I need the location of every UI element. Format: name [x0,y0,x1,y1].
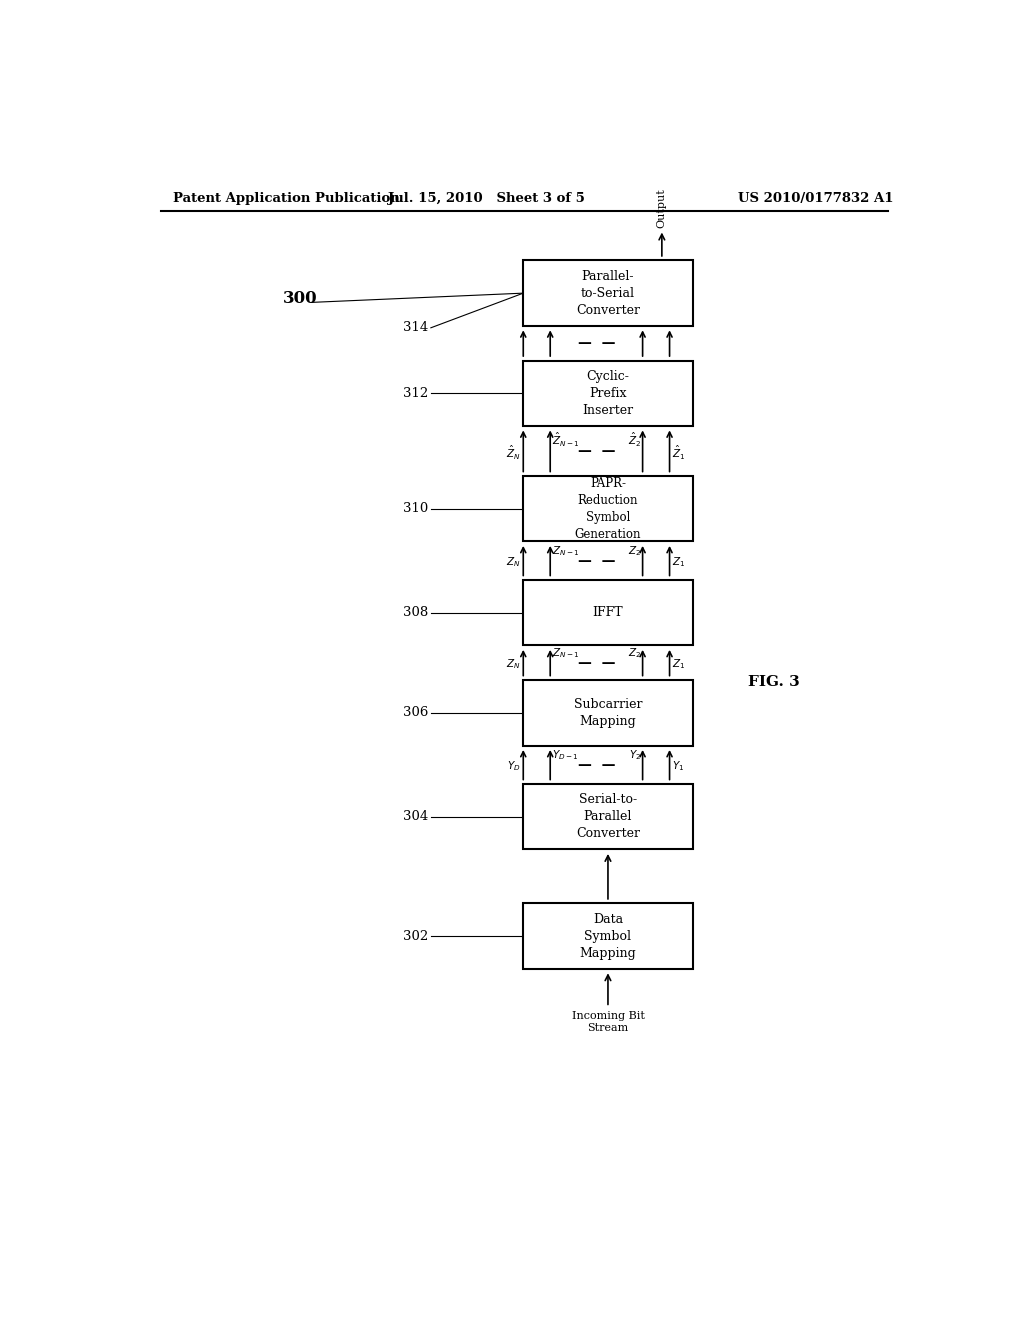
Text: $Y_1$: $Y_1$ [672,759,684,774]
Text: IFFT: IFFT [593,606,624,619]
Text: $Y_D$: $Y_D$ [507,759,521,774]
Text: —  —: — — [578,656,615,669]
Text: —  —: — — [578,758,615,772]
Text: 314: 314 [403,321,429,334]
Text: 302: 302 [403,929,429,942]
Text: Cyclic-
Prefix
Inserter: Cyclic- Prefix Inserter [583,370,634,417]
Text: $\hat{Z}_N$: $\hat{Z}_N$ [506,444,521,462]
Text: Parallel-
to-Serial
Converter: Parallel- to-Serial Converter [575,269,640,317]
Text: $Z_N$: $Z_N$ [507,556,521,569]
Text: $Z_1$: $Z_1$ [672,556,685,569]
Text: US 2010/0177832 A1: US 2010/0177832 A1 [738,191,894,205]
Text: —  —: — — [578,444,615,458]
Text: Subcarrier
Mapping: Subcarrier Mapping [573,698,642,727]
Text: $Z_{N-1}$: $Z_{N-1}$ [552,647,580,660]
Text: 306: 306 [403,706,429,719]
Text: $\hat{Z}_1$: $\hat{Z}_1$ [672,444,685,462]
Text: $Z_N$: $Z_N$ [507,657,521,671]
Bar [523,680,692,746]
Text: $Z_1$: $Z_1$ [672,657,685,671]
Bar [523,903,692,969]
Bar [523,784,692,850]
Text: $\hat{Z}_{N-1}$: $\hat{Z}_{N-1}$ [552,430,580,449]
Text: 304: 304 [403,810,429,824]
Bar [523,477,692,541]
Text: $Z_{N-1}$: $Z_{N-1}$ [552,545,580,558]
Text: Data
Symbol
Mapping: Data Symbol Mapping [580,912,636,960]
Text: Serial-to-
Parallel
Converter: Serial-to- Parallel Converter [575,793,640,841]
Text: —  —: — — [578,337,615,350]
Text: 310: 310 [403,502,429,515]
Text: Incoming Bit
Stream: Incoming Bit Stream [571,1011,644,1032]
Text: —  —: — — [578,553,615,568]
Text: 300: 300 [283,290,317,308]
Text: Patent Application Publication: Patent Application Publication [173,191,399,205]
Text: Jul. 15, 2010   Sheet 3 of 5: Jul. 15, 2010 Sheet 3 of 5 [388,191,585,205]
Text: FIG. 3: FIG. 3 [748,675,800,689]
Text: $Z_2$: $Z_2$ [628,545,641,558]
Text: $\hat{Z}_2$: $\hat{Z}_2$ [628,430,641,449]
Text: 312: 312 [403,387,429,400]
Text: 308: 308 [403,606,429,619]
Text: PAPR-
Reduction
Symbol
Generation: PAPR- Reduction Symbol Generation [574,477,641,541]
Text: $Y_{D-1}$: $Y_{D-1}$ [552,748,579,763]
Text: $Y_2$: $Y_2$ [629,748,641,763]
Text: Output: Output [656,189,667,228]
Bar [523,360,692,426]
Bar [523,260,692,326]
Bar [523,579,692,645]
Text: $Z_2$: $Z_2$ [628,647,641,660]
